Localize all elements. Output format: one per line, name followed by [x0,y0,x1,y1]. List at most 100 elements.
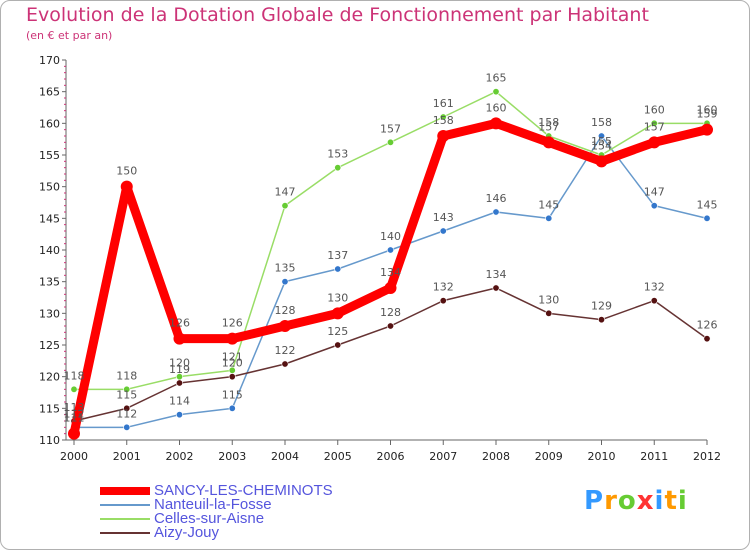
data-label: 130 [538,293,559,306]
data-point [331,307,344,320]
data-point [648,136,661,149]
data-point [492,88,500,96]
data-point [597,316,605,324]
data-label: 157 [644,120,665,133]
data-label: 111 [64,412,85,425]
data-label: 158 [433,114,454,127]
data-point [492,208,500,216]
y-tick-label: 150 [39,181,60,194]
data-label: 160 [644,103,665,116]
data-point [334,164,342,172]
x-tick-label: 2000 [60,450,88,463]
data-label: 155 [591,135,612,148]
data-point [597,132,605,140]
data-label: 128 [275,304,296,317]
data-point [68,427,80,440]
data-label: 115 [222,388,243,401]
data-label: 126 [222,317,243,330]
data-point [123,423,131,431]
x-tick-label: 2003 [218,450,246,463]
data-label: 165 [486,72,507,85]
data-point [439,297,447,305]
data-point [437,130,450,142]
y-tick-label: 125 [39,339,60,352]
data-point [650,297,658,305]
data-point [120,180,133,193]
data-label: 121 [222,350,243,363]
legend-swatch-sancy [100,487,150,495]
y-tick-label: 165 [39,86,60,99]
data-label: 157 [538,120,559,133]
data-point [281,360,289,368]
y-tick-label: 120 [39,371,60,384]
data-label: 147 [275,186,296,199]
data-point [439,227,447,235]
data-label: 157 [380,122,401,135]
logo-letter: r [604,486,618,516]
data-point [70,385,78,393]
data-label: 120 [222,357,243,370]
data-label: 126 [697,319,718,332]
data-point [334,341,342,349]
x-tick-label: 2011 [640,450,668,463]
logo-letter: o [617,486,637,516]
data-point [439,113,447,121]
y-tick-label: 145 [39,212,60,225]
data-label: 112 [64,407,85,420]
data-label: 119 [169,363,190,376]
data-label: 158 [538,116,559,129]
data-point [334,265,342,273]
y-tick-label: 170 [39,54,60,67]
data-label: 161 [433,97,454,110]
y-tick-label: 140 [39,244,60,257]
data-label: 129 [591,300,612,313]
data-point [650,202,658,210]
logo-letter: P [584,486,605,516]
data-label: 125 [327,325,348,338]
data-point [228,373,236,381]
data-point [226,332,239,345]
data-label: 140 [380,230,401,243]
x-tick-label: 2010 [588,450,616,463]
data-label: 120 [169,357,190,370]
data-label: 115 [116,388,137,401]
x-tick-label: 2001 [113,450,141,463]
data-label: 158 [591,116,612,129]
data-label: 132 [433,281,454,294]
data-label: 160 [697,103,718,116]
y-tick-label: 115 [39,402,60,415]
y-tick-label: 110 [39,434,60,447]
data-point [279,320,291,332]
data-label: 122 [275,344,296,357]
data-label: 112 [116,407,137,420]
data-point [386,322,394,330]
logo-letter: i [654,486,665,516]
data-point [595,155,608,168]
data-label: 153 [327,148,348,161]
data-label: 113 [64,401,85,414]
data-point [173,332,186,345]
y-tick-label: 130 [39,307,60,320]
y-tick-label: 160 [39,117,60,130]
data-point [384,282,397,294]
data-point [176,379,184,387]
data-label: 130 [327,291,348,304]
legend-swatch-aizy [100,532,150,534]
data-label: 143 [433,211,454,224]
data-label: 134 [380,266,401,279]
logo-letter: i [677,486,688,516]
legend-label-celles: Celles-sur-Aisne [154,510,265,527]
data-label: 159 [697,108,718,121]
data-point [176,411,184,419]
data-point [545,214,553,222]
series-layer [68,88,713,440]
y-tick-label: 135 [39,276,60,289]
legend-label-sancy: SANCY-LES-CHEMINOTS [154,482,333,499]
x-tick-label: 2007 [429,450,457,463]
data-label: 118 [116,369,137,382]
data-point [492,284,500,292]
data-label: 154 [591,139,612,152]
legend-swatch-nanteuil [100,504,150,506]
